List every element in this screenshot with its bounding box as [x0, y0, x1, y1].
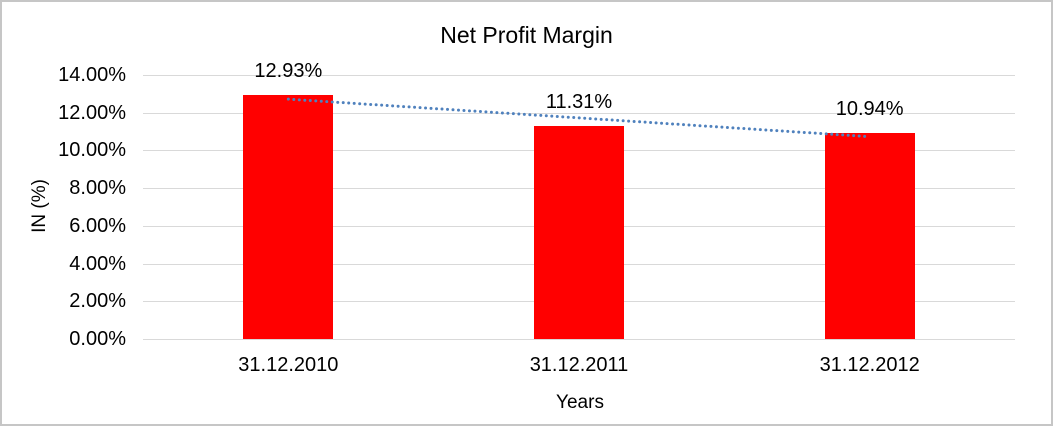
bar-data-label: 12.93% — [254, 60, 323, 83]
x-axis-title: Years — [556, 392, 604, 413]
bar-data-label: 11.31% — [545, 90, 613, 113]
bar — [534, 125, 624, 339]
y-tick-label: 2.00% — [69, 290, 126, 313]
y-tick-label: 8.00% — [69, 177, 126, 200]
chart-title: Net Profit Margin — [440, 22, 613, 48]
x-tick-label: 31.12.2012 — [819, 354, 920, 376]
gridline — [143, 75, 1015, 76]
y-tick-label: 10.00% — [58, 139, 126, 162]
bar — [243, 95, 334, 339]
y-tick-label: 6.00% — [69, 214, 126, 237]
y-tick-label: 12.00% — [58, 101, 126, 124]
y-tick-label: 14.00% — [58, 64, 126, 86]
bar-data-label: 10.94% — [835, 97, 904, 120]
bar — [824, 132, 915, 339]
gridline — [143, 339, 1015, 340]
y-tick-label: 0.00% — [69, 328, 126, 350]
y-tick-label: 4.00% — [69, 252, 126, 275]
x-tick-label: 31.12.2010 — [238, 354, 339, 376]
x-tick-label: 31.12.2011 — [529, 354, 629, 376]
